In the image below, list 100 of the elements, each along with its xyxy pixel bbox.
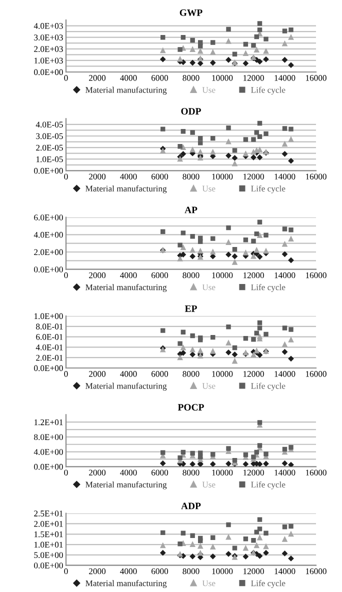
x-tick-label: 10000	[212, 272, 233, 278]
x-tick-label: 10000	[212, 174, 233, 180]
x-tick-label: 14000	[274, 470, 296, 476]
x-tick-label: 10000	[212, 568, 233, 574]
y-tick-label: 2.5E+01	[34, 510, 63, 516]
chart-title: GWP	[180, 9, 202, 16]
text: Use	[202, 186, 216, 192]
chart-title: AP	[184, 206, 198, 214]
x-tick-label: 8000	[182, 75, 200, 81]
x-tick-label: 10000	[212, 371, 233, 377]
chart-title: POCP	[178, 404, 204, 411]
legend-label: Use	[202, 87, 216, 93]
y-tick-label: 2.0E+01	[34, 520, 63, 527]
y-tick-label: 1.0E+03	[34, 58, 63, 64]
x-tick-label: 10000	[212, 470, 233, 476]
chart-title: ODP	[181, 108, 201, 115]
y-tick-label: 0.0E+00	[34, 168, 63, 174]
x-tick-label: 8000	[182, 371, 200, 377]
x-tick-label: 0	[64, 272, 68, 278]
x-tick-label: 4000	[120, 272, 137, 278]
text: Life cycle	[251, 185, 286, 194]
y-tick-label: 2.0E-01	[36, 354, 63, 361]
x-tick-label: 12000	[243, 174, 264, 180]
x-tick-label: 4000	[120, 174, 137, 180]
y-tick-label: 1.0E-05	[36, 156, 63, 162]
text: Use	[202, 580, 216, 586]
x-tick-label: 8000	[182, 174, 200, 180]
x-tick-label: 12000	[243, 371, 264, 377]
x-tick-label: 4000	[120, 470, 137, 476]
y-tick-label: 4.0E+00	[34, 232, 63, 238]
y-tick-label: 0.0E+00	[34, 562, 63, 568]
x-tick-label: 14000	[274, 174, 296, 180]
legend-label: Life cycle	[251, 86, 286, 95]
x-tick-label: 14000	[274, 568, 296, 574]
chart-title: ADP	[181, 502, 201, 510]
x-tick-label: 6000	[152, 371, 168, 377]
y-tick-label: 1.2E+01	[34, 419, 63, 426]
x-tick-label: 2000	[89, 75, 106, 81]
y-tick-label: 1.5E+01	[34, 531, 63, 538]
y-tick-label: 2.0E-05	[36, 144, 63, 151]
y-tick-label: 2.0E+00	[34, 249, 63, 256]
legend-label: Use	[202, 482, 216, 488]
x-tick-label: 16000	[306, 272, 326, 278]
y-tick-label: 1.0E+00	[34, 313, 63, 320]
y-tick-label: 0.0E+00	[34, 365, 63, 372]
y-tick-label: 6.0E-01	[36, 334, 63, 340]
x-tick-label: 14000	[274, 75, 296, 81]
text: Use	[202, 383, 216, 389]
y-tick-label: 2.0E+03	[34, 46, 63, 52]
x-tick-label: 0	[64, 75, 68, 81]
y-tick-label: 1.0E+01	[34, 542, 63, 548]
chart-title: EP	[184, 305, 197, 312]
text: Material manufacturing	[86, 185, 167, 194]
x-tick-label: 8000	[182, 470, 200, 476]
x-tick-label: 16000	[306, 75, 326, 81]
legend-label: Material manufacturing	[86, 481, 167, 490]
x-tick-label: 0	[64, 174, 68, 180]
x-tick-label: 10000	[212, 75, 233, 81]
x-tick-label: 2000	[89, 568, 106, 574]
x-tick-label: 6000	[152, 174, 168, 180]
x-tick-label: 12000	[243, 272, 264, 278]
x-tick-label: 2000	[89, 272, 106, 278]
x-tick-label: 6000	[152, 470, 168, 476]
legend-label: Use	[202, 284, 216, 290]
y-tick-label: 5.0E+00	[34, 552, 63, 558]
x-tick-label: 6000	[152, 75, 168, 81]
legend-label: Life cycle	[251, 481, 286, 490]
text: Material manufacturing	[86, 382, 167, 391]
y-tick-label: 3.0E-05	[36, 133, 63, 140]
y-tick-label: 0.0E+00	[34, 69, 63, 76]
x-tick-label: 4000	[120, 371, 137, 377]
y-tick-label: 4.0E-01	[36, 344, 63, 350]
x-tick-label: 16000	[306, 174, 326, 180]
y-tick-label: 4.0E-05	[36, 122, 63, 128]
x-tick-label: 0	[64, 371, 68, 377]
y-tick-label: 0.0E+00	[34, 266, 63, 272]
y-tick-label: 3.0E+03	[34, 34, 63, 40]
x-tick-label: 2000	[89, 174, 106, 180]
y-tick-label: 8.0E+00	[34, 434, 63, 440]
text: Material manufacturing	[86, 580, 167, 588]
x-tick-label: 12000	[243, 75, 264, 81]
x-tick-label: 12000	[243, 568, 264, 574]
x-tick-label: 8000	[182, 568, 200, 574]
x-tick-label: 16000	[306, 470, 326, 476]
x-tick-label: 4000	[120, 568, 137, 574]
x-tick-label: 0	[64, 470, 68, 476]
x-tick-label: 14000	[274, 371, 296, 377]
x-tick-label: 6000	[152, 272, 168, 278]
x-tick-label: 16000	[306, 568, 326, 574]
y-tick-label: 8.0E-01	[36, 324, 63, 330]
text: Life cycle	[251, 580, 286, 588]
text: Life cycle	[251, 382, 286, 391]
x-tick-label: 6000	[152, 568, 168, 574]
legend-label: Material manufacturing	[86, 284, 167, 292]
x-tick-label: 12000	[243, 470, 264, 476]
x-tick-label: 8000	[182, 272, 200, 278]
legend-label: Life cycle	[251, 284, 286, 292]
y-tick-label: 6.0E+00	[34, 214, 63, 220]
y-tick-label: 4.0E+03	[34, 23, 63, 29]
y-tick-label: 4.0E+00	[34, 449, 63, 455]
